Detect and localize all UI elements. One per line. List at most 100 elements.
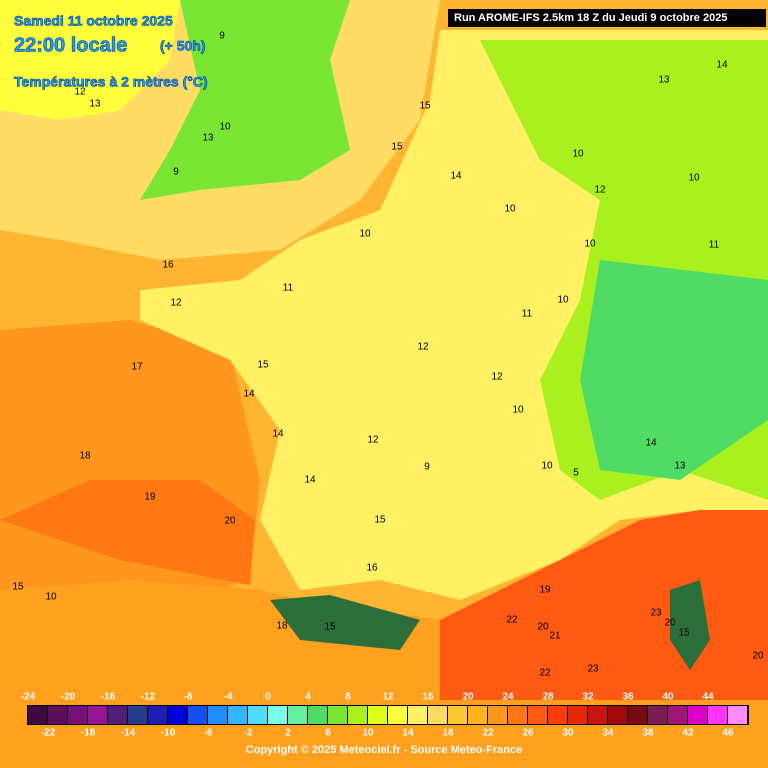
temp-label: 14 [243,389,255,400]
colorbar-label: 28 [542,692,554,703]
temp-label: 10 [45,592,57,603]
england [140,0,350,200]
temp-label: 14 [272,429,284,440]
temp-label: 15 [12,582,24,593]
colorbar-label: 4 [305,692,311,703]
colorbar-swatch [588,706,607,724]
colorbar-label: 22 [482,728,494,739]
colorbar-label: -22 [41,728,56,739]
temp-label: 10 [541,461,553,472]
colorbar-swatch [228,706,247,724]
colorbar-swatch [68,706,87,724]
temp-label: 15 [391,142,403,153]
temp-label: 12 [491,372,503,383]
temp-label: 14 [645,438,657,449]
temp-label: 11 [522,309,533,320]
colorbar-swatch [48,706,67,724]
colorbar-swatch [388,706,407,724]
temp-label: 11 [283,283,294,294]
colorbar-label: 32 [582,692,594,703]
temp-label: 10 [219,122,231,133]
colorbar-label: -6 [204,728,213,739]
temp-label: 18 [276,621,288,632]
temp-label: 19 [144,492,156,503]
colorbar-swatch [168,706,187,724]
colorbar-swatch [468,706,487,724]
colorbar-swatch [268,706,287,724]
temp-label: 15 [257,360,269,371]
date: Samedi 11 octobre 2025 [14,13,173,29]
temp-label: 15 [678,628,690,639]
temp-label: 23 [650,608,662,619]
temp-label: 15 [374,515,386,526]
temp-label: 23 [587,664,599,675]
colorbar-label: -8 [184,692,193,703]
colorbar-label: 16 [422,692,434,703]
temp-label: 5 [573,468,579,479]
colorbar-label: 6 [325,728,331,739]
temp-label: 22 [539,668,551,679]
colorbar-label: 36 [622,692,634,703]
colorbar-swatch [128,706,147,724]
colorbar-swatch [248,706,267,724]
temp-label: 12 [594,185,606,196]
colorbar-label: 42 [682,728,694,739]
temp-label: 12 [74,87,86,98]
colorbar-swatch [308,706,327,724]
colorbar-label: -24 [21,692,36,703]
colorbar-swatch [508,706,527,724]
temp-label: 10 [584,239,596,250]
colorbar-swatch [108,706,127,724]
pyrenees [270,595,420,650]
temp-label: 13 [89,99,101,110]
colorbar-swatch [608,706,627,724]
temp-label: 21 [549,631,561,642]
colorbar-swatch [528,706,547,724]
colorbar-swatch [708,706,727,724]
colorbar-label: -2 [244,728,253,739]
temp-label: 9 [173,167,179,178]
temp-label: 16 [162,260,174,271]
colorbar-label: -16 [101,692,116,703]
colorbar-swatch [328,706,347,724]
time: 22:00 locale [14,34,127,56]
colorbar-label: 44 [702,692,714,703]
biscay-warmest [0,480,255,585]
copyright: Copyright © 2025 Meteociel.fr - Source M… [246,744,522,756]
colorbar-label: -4 [224,692,233,703]
temp-label: 14 [450,171,462,182]
colorbar-swatch [368,706,387,724]
temp-label: 10 [504,204,516,215]
variable: Températures à 2 mètres (°C) [14,74,208,90]
temp-label: 12 [417,342,429,353]
colorbar-swatch [548,706,567,724]
temp-label: 13 [674,461,686,472]
colorbar-label: 40 [662,692,674,703]
colorbar-swatch [728,706,747,724]
temp-label: 13 [658,75,670,86]
temp-label: 9 [219,31,225,42]
colorbar-label: 14 [402,728,414,739]
alps [580,260,768,480]
temp-label: 10 [572,149,584,160]
colorbar-label: 10 [362,728,374,739]
colorbar-label: 30 [562,728,574,739]
temp-label: 12 [367,435,379,446]
colorbar-swatch [448,706,467,724]
temp-label: 13 [202,133,214,144]
colorbar-label: 20 [462,692,474,703]
colorbar-label: 38 [642,728,654,739]
colorbar-swatch [348,706,367,724]
temp-label: 16 [366,563,378,574]
temp-label: 15 [419,101,431,112]
colorbar-label: -10 [161,728,176,739]
colorbar-swatch [28,706,47,724]
temp-label: 12 [170,298,182,309]
colorbar-label: 0 [265,692,271,703]
temp-label: 20 [224,516,236,527]
temp-label: 10 [557,295,569,306]
temp-label: 11 [709,240,720,251]
colorbar-swatch [568,706,587,724]
colorbar-label: 34 [602,728,614,739]
